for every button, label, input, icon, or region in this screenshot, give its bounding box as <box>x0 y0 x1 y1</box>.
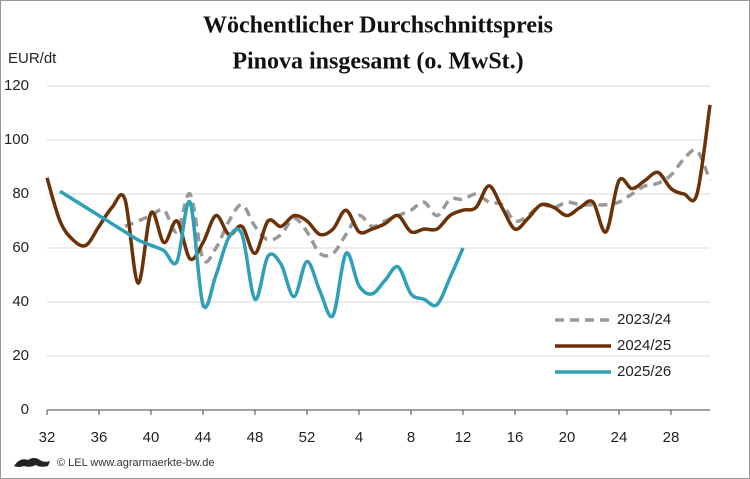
y-axis-label: EUR/dt <box>8 50 57 67</box>
x-tick-label: 52 <box>299 429 316 446</box>
chart-subtitle: Pinova insgesamt (o. MwSt.) <box>232 49 523 75</box>
legend-label: 2023/24 <box>617 311 671 328</box>
x-tick-label: 4 <box>355 429 363 446</box>
series-line <box>59 189 465 319</box>
footer: © LEL www.agrarmaerkte-bw.de <box>57 457 215 469</box>
x-tick-label: 20 <box>559 429 576 446</box>
x-tick-label: 24 <box>611 429 628 446</box>
y-tick-label: 80 <box>12 185 29 202</box>
chart-title: Wöchentlicher Durchschnittspreis <box>203 13 553 39</box>
x-tick-label: 16 <box>507 429 524 446</box>
series-line <box>124 148 712 264</box>
y-tick-label: 40 <box>12 293 29 310</box>
x-tick-label: 36 <box>91 429 108 446</box>
x-tick-label: 48 <box>247 429 264 446</box>
legend-label: 2024/25 <box>617 337 671 354</box>
y-tick-label: 20 <box>12 347 29 364</box>
x-tick-label: 40 <box>143 429 160 446</box>
y-tick-label: 120 <box>4 77 29 94</box>
y-tick-label: 0 <box>21 401 29 418</box>
logo <box>14 458 50 467</box>
x-tick-label: 8 <box>407 429 415 446</box>
x-tick-label: 44 <box>195 429 212 446</box>
x-tick-label: 32 <box>39 429 56 446</box>
series-line <box>45 104 712 285</box>
y-tick-label: 100 <box>4 131 29 148</box>
legend-label: 2025/26 <box>617 363 671 380</box>
x-tick-label: 12 <box>455 429 472 446</box>
y-tick-label: 60 <box>12 239 29 256</box>
x-tick-label: 28 <box>663 429 680 446</box>
